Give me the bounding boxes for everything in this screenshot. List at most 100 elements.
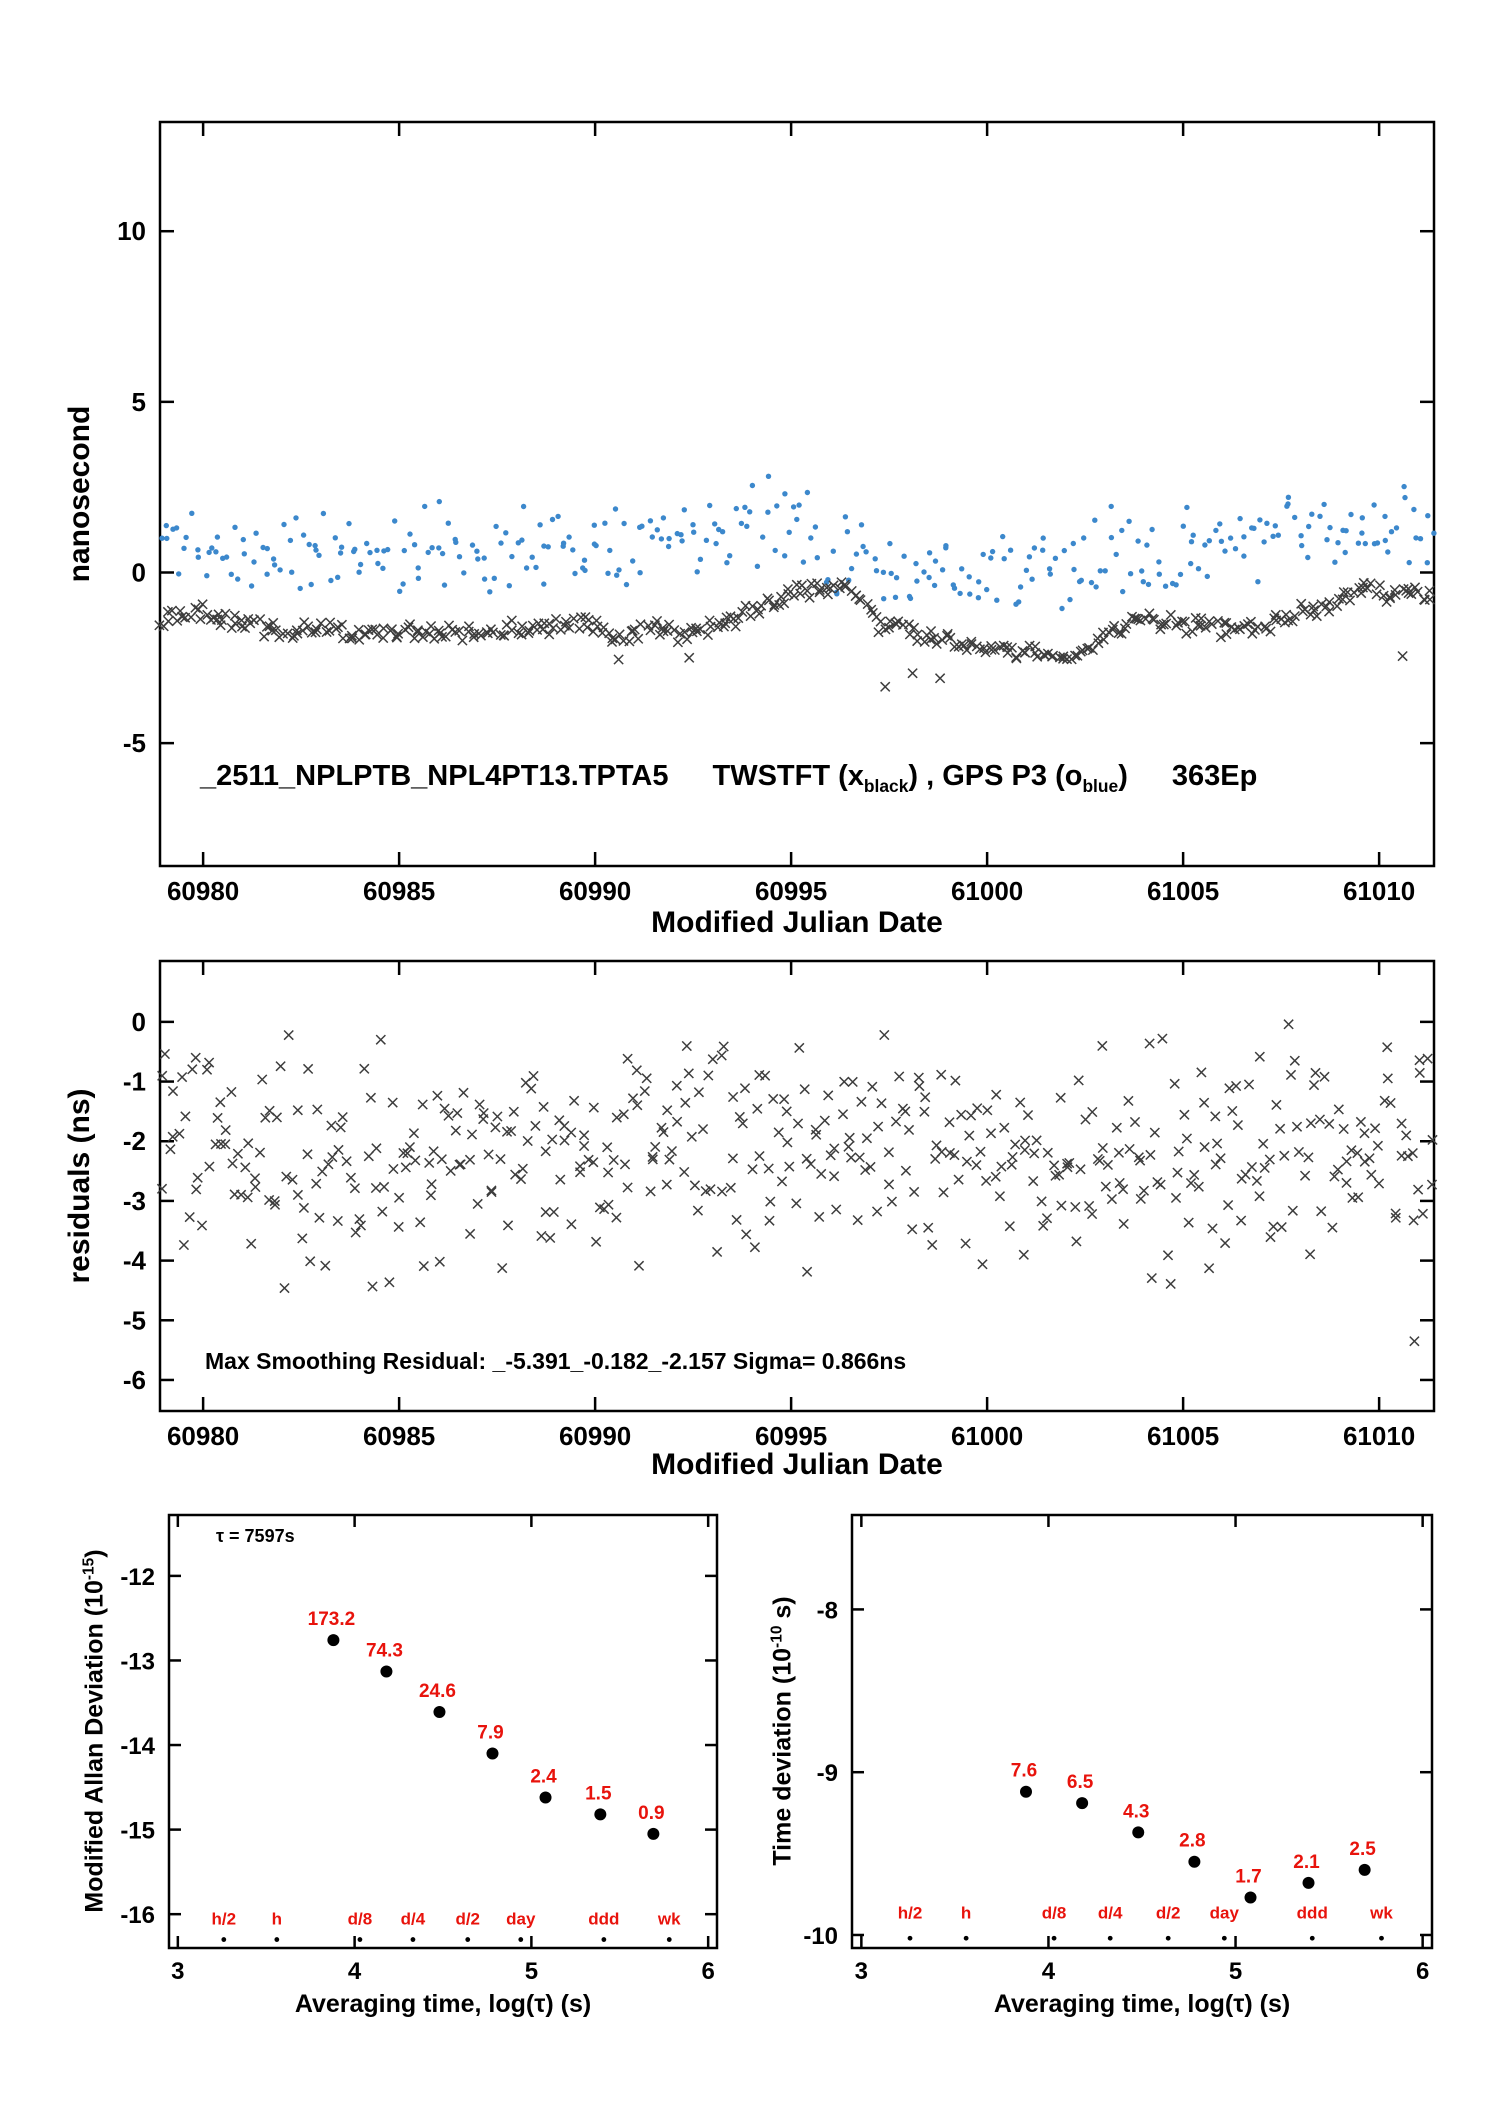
scatter-point — [1417, 536, 1424, 542]
scatter-point — [914, 578, 920, 584]
scatter-point — [928, 632, 940, 644]
mdev-ylabel-pre: Modified Allan Deviation (10 — [80, 1580, 109, 1913]
scatter-point — [683, 1068, 694, 1079]
scatter-point — [681, 1040, 692, 1052]
scatter-point — [300, 532, 307, 538]
scatter-point — [679, 1166, 690, 1178]
scatter-point — [441, 582, 448, 588]
scatter-point — [411, 542, 418, 548]
scatter-point — [214, 534, 221, 540]
scatter-point — [495, 1153, 506, 1165]
scatter-point — [657, 623, 668, 634]
scatter-point — [387, 1097, 398, 1108]
scatter-point — [831, 1204, 842, 1215]
scatter-point — [1406, 588, 1417, 600]
scatter-point — [795, 588, 806, 599]
scatter-point — [1170, 1192, 1182, 1204]
scatter-point — [590, 1236, 602, 1247]
scatter-point — [1292, 514, 1298, 521]
scatter-point — [401, 547, 407, 554]
scatter-point — [784, 1161, 795, 1172]
scatter-point — [1254, 1191, 1265, 1202]
scatter-point — [1183, 1217, 1194, 1228]
scatter-point — [1332, 559, 1338, 565]
scatter-point — [1426, 1179, 1438, 1190]
scatter-point — [311, 624, 322, 635]
scatter-point — [608, 1154, 619, 1166]
scatter-point — [226, 622, 237, 634]
scatter-point — [1233, 622, 1244, 633]
scatter-point — [1335, 540, 1341, 546]
scatter-point — [727, 1091, 739, 1103]
scatter-point — [1148, 614, 1160, 625]
scatter-point — [925, 625, 937, 637]
scatter-point — [384, 1277, 395, 1288]
scatter-point — [880, 569, 887, 575]
scatter-point — [1177, 571, 1184, 578]
x-tick-label: 60990 — [559, 1421, 631, 1451]
scatter-point — [693, 1087, 705, 1098]
mdev-y-axis-label: Modified Allan Deviation (10-15) — [80, 1549, 109, 1912]
scatter-point — [847, 1076, 858, 1088]
scatter-point — [658, 536, 665, 542]
scatter-point — [426, 1179, 437, 1190]
scatter-point — [1283, 1019, 1294, 1030]
scatter-point — [508, 1106, 519, 1117]
scatter-point — [971, 1159, 982, 1171]
scatter-point — [1230, 1080, 1242, 1092]
scatter-point — [605, 570, 611, 576]
scatter-point — [436, 498, 442, 505]
scatter-point — [588, 1102, 599, 1113]
scatter-point — [1316, 1206, 1327, 1217]
scatter-point — [664, 1154, 675, 1165]
scatter-point — [1100, 1181, 1111, 1192]
scatter-point — [374, 547, 380, 553]
scatter-point — [1213, 527, 1219, 534]
tau-dot — [1165, 1935, 1171, 1941]
scatter-point — [1232, 546, 1239, 552]
point-value-label: 74.3 — [366, 1640, 403, 1661]
scatter-point — [321, 626, 332, 638]
scatter-point — [890, 1116, 902, 1127]
scatter-point — [669, 624, 680, 636]
scatter-point — [289, 569, 295, 575]
scatter-point — [1240, 1169, 1251, 1180]
scatter-point — [951, 585, 958, 591]
scatter-point — [1332, 1164, 1344, 1175]
tau-dot — [274, 1937, 280, 1942]
scatter-point — [1133, 1152, 1144, 1163]
x-tick-label: 6 — [1416, 1958, 1429, 1985]
scatter-point — [876, 1098, 887, 1109]
scatter-point — [631, 1065, 642, 1076]
scatter-point — [702, 629, 714, 641]
scatter-point — [335, 1122, 346, 1133]
scatter-point — [197, 599, 208, 610]
tau-tick-label: wk — [657, 1909, 681, 1928]
scatter-point — [270, 625, 281, 636]
scatter-point — [1218, 538, 1225, 544]
scatter-point — [1259, 1162, 1270, 1174]
scatter-point — [338, 544, 345, 550]
scatter-point — [277, 567, 283, 573]
scatter-point — [485, 624, 497, 635]
scatter-point — [180, 1111, 191, 1122]
scatter-point — [621, 520, 627, 527]
scatter-point — [536, 1230, 547, 1242]
scatter-point — [1384, 593, 1396, 604]
scatter-point — [1031, 545, 1038, 551]
scatter-point — [337, 1111, 348, 1123]
scatter-point — [1338, 1123, 1349, 1135]
scatter-point — [1232, 1119, 1244, 1131]
scatter-point — [243, 1138, 254, 1149]
scatter-point — [308, 581, 314, 588]
scatter-point — [724, 560, 730, 566]
scatter-point — [1402, 1151, 1414, 1162]
scatter-point — [814, 584, 825, 596]
scatter-point — [306, 541, 312, 548]
scatter-point — [1059, 605, 1065, 612]
tdev-ylabel-exponent: -10 — [768, 1625, 786, 1648]
scatter-point — [690, 522, 696, 528]
scatter-point — [765, 473, 772, 479]
x-tick-label: 60990 — [559, 876, 631, 906]
scatter-point — [921, 569, 927, 575]
